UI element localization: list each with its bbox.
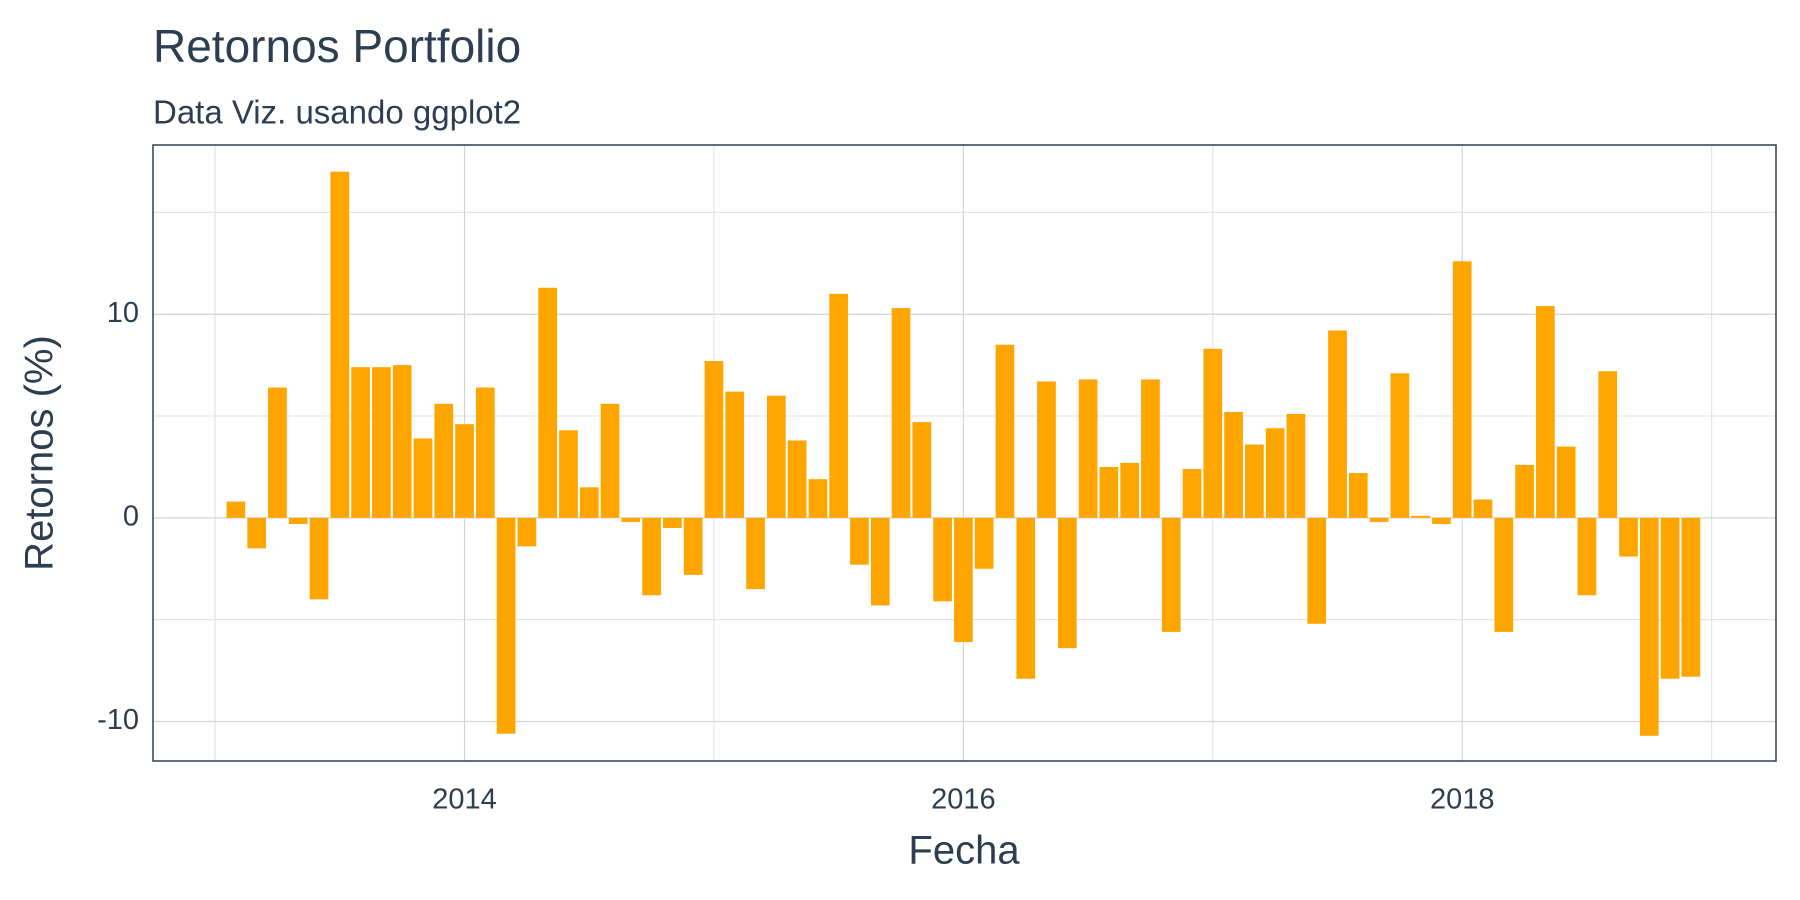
bar bbox=[1245, 444, 1264, 518]
bar bbox=[226, 501, 246, 518]
bar bbox=[475, 387, 495, 518]
bar bbox=[1660, 517, 1680, 679]
bar bbox=[663, 517, 682, 529]
bar bbox=[351, 367, 370, 518]
bar bbox=[1494, 517, 1514, 632]
bar bbox=[434, 403, 454, 518]
x-axis-title: Fecha bbox=[908, 829, 1020, 873]
bar bbox=[1619, 517, 1638, 557]
x-tick-label: 2016 bbox=[931, 784, 996, 816]
bar bbox=[829, 293, 849, 518]
bar bbox=[1515, 464, 1534, 518]
bar bbox=[1639, 517, 1659, 736]
bar bbox=[288, 517, 308, 524]
plot-border bbox=[152, 144, 1777, 762]
bar bbox=[787, 440, 807, 518]
bar bbox=[1411, 515, 1430, 518]
bar bbox=[247, 517, 267, 549]
bar bbox=[1099, 466, 1119, 518]
bar bbox=[995, 344, 1015, 518]
bar bbox=[1452, 261, 1472, 518]
bar bbox=[538, 287, 558, 518]
bar bbox=[1390, 373, 1410, 518]
bar bbox=[1536, 306, 1555, 518]
bar bbox=[891, 308, 911, 518]
bar bbox=[372, 367, 391, 518]
bar bbox=[1161, 517, 1181, 632]
bar bbox=[974, 517, 994, 569]
bar bbox=[1078, 379, 1098, 518]
bar bbox=[1141, 379, 1160, 518]
bar bbox=[1265, 428, 1285, 518]
bar bbox=[1182, 468, 1202, 518]
bar bbox=[621, 517, 641, 522]
x-tick-label: 2018 bbox=[1430, 784, 1495, 816]
bar bbox=[1057, 517, 1077, 649]
bar bbox=[850, 517, 869, 565]
bar bbox=[683, 517, 703, 575]
bar bbox=[1681, 517, 1701, 677]
chart-title: Retornos Portfolio bbox=[153, 20, 521, 72]
bar bbox=[559, 430, 578, 518]
bar bbox=[330, 171, 350, 518]
bar bbox=[808, 479, 828, 518]
bar bbox=[1286, 414, 1306, 518]
bar bbox=[1307, 517, 1327, 624]
bar bbox=[933, 517, 952, 602]
bar bbox=[704, 361, 724, 518]
bar bbox=[268, 387, 287, 518]
bar bbox=[392, 365, 412, 518]
bar bbox=[912, 422, 932, 518]
x-tick-label: 2014 bbox=[432, 784, 497, 816]
chart-subtitle: Data Viz. usando ggplot2 bbox=[153, 94, 521, 131]
y-tick-label: -10 bbox=[97, 704, 139, 736]
bar bbox=[870, 517, 890, 606]
bar bbox=[517, 517, 537, 547]
bar bbox=[1120, 462, 1140, 518]
bar bbox=[1203, 348, 1223, 518]
y-tick-label: 10 bbox=[107, 297, 139, 329]
bar bbox=[1432, 517, 1451, 524]
bar bbox=[725, 391, 745, 518]
bar bbox=[1473, 499, 1493, 518]
y-tick-label: 0 bbox=[123, 501, 139, 533]
bar bbox=[954, 517, 973, 643]
bar bbox=[1224, 411, 1243, 518]
bar bbox=[496, 517, 516, 734]
bar bbox=[1016, 517, 1036, 679]
bar bbox=[455, 424, 474, 518]
bar bbox=[1348, 473, 1368, 518]
bar bbox=[1037, 381, 1056, 518]
bar bbox=[1328, 330, 1347, 518]
bar bbox=[579, 487, 599, 518]
bar bbox=[309, 517, 329, 600]
bar bbox=[642, 517, 661, 596]
bar bbox=[600, 403, 620, 518]
y-axis-title: Retornos (%) bbox=[18, 335, 62, 571]
bar bbox=[766, 395, 786, 518]
bar bbox=[1556, 446, 1576, 518]
bar bbox=[1598, 371, 1618, 518]
bar bbox=[1577, 517, 1597, 596]
bar bbox=[413, 438, 433, 518]
bar bbox=[746, 517, 765, 590]
bar bbox=[1369, 517, 1389, 522]
